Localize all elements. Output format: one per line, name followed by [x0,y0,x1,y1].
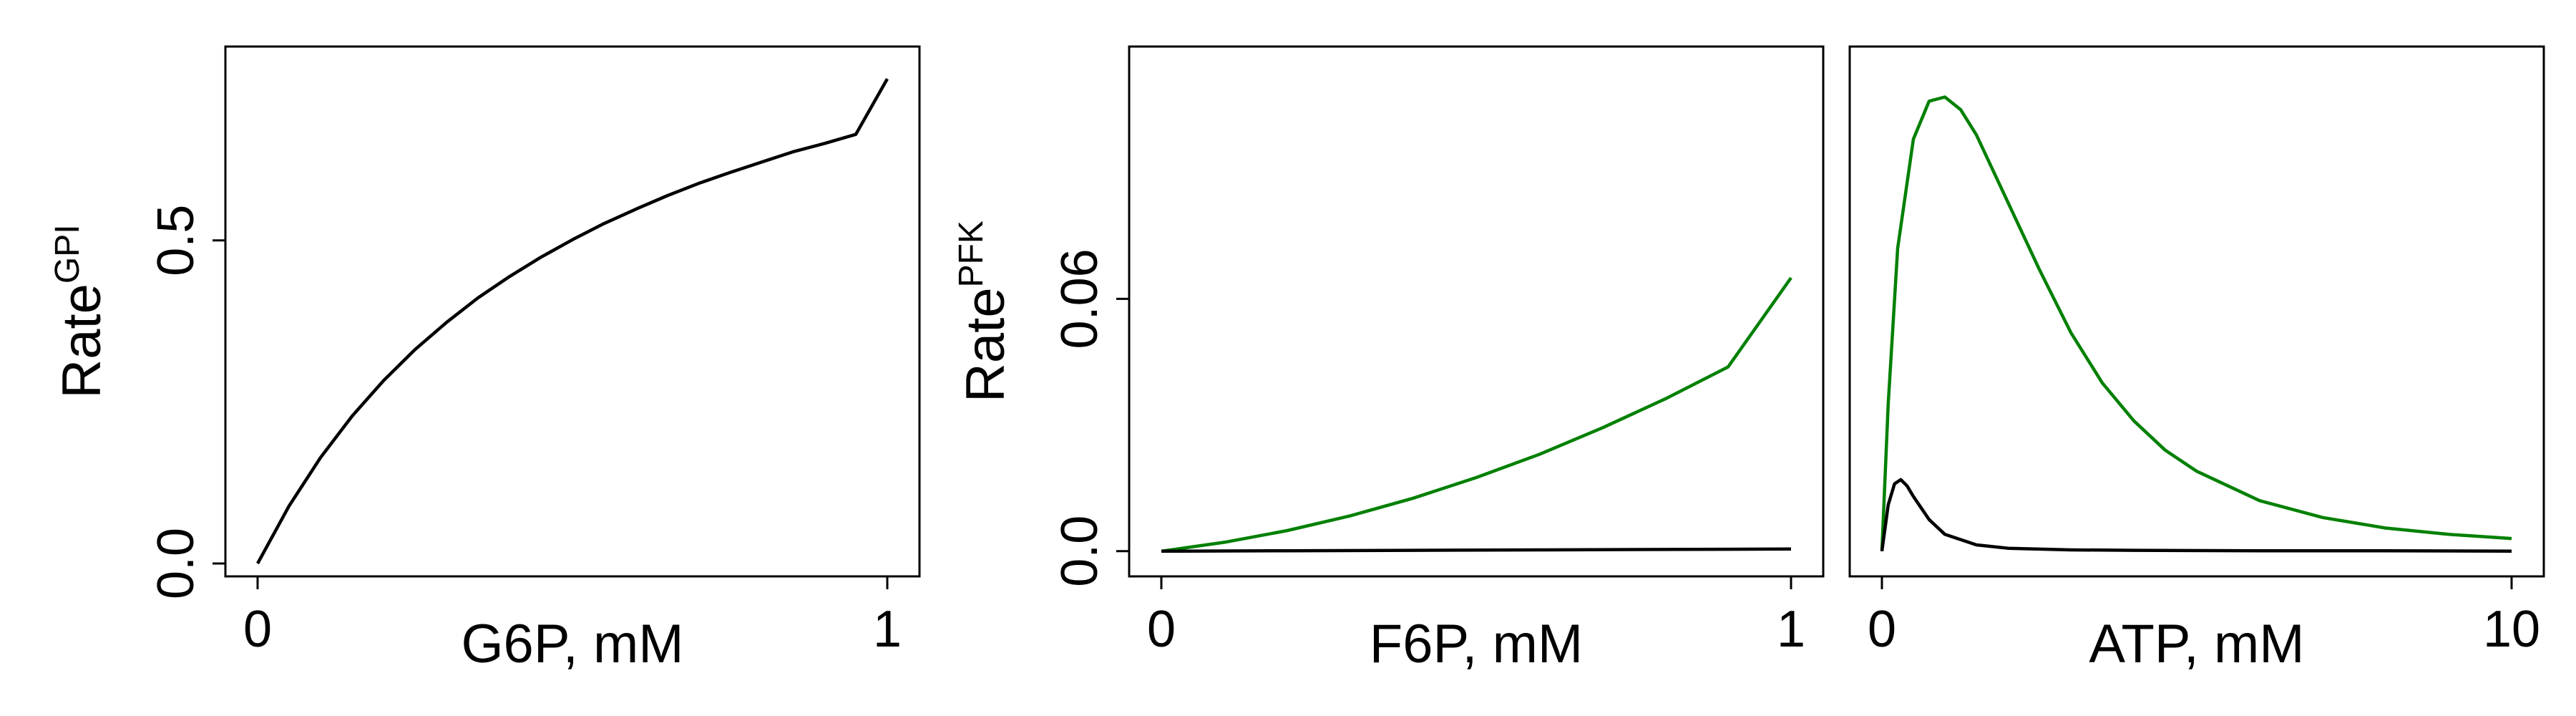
x-tick-label: 0 [1868,601,1896,658]
series-layer [1880,95,2512,553]
series-line-0 [256,77,889,565]
x-tick-label: 0 [1147,601,1176,658]
y-axis-label-superscript: GPI [49,224,87,284]
y-ticks: 0.0 0.5 [147,205,225,599]
y-tick-label: 0.06 [1051,248,1108,349]
series-line-0 [1161,276,1792,553]
series-line-1 [1161,547,1792,553]
plot-frame [1848,45,2545,578]
series-layer [256,77,889,565]
y-axis-label: RatePFK [952,221,1016,402]
panel-pfk-atp: 0 10 ATP, mM [1848,45,2545,674]
plot-frame [224,45,921,578]
series-line-1 [1880,478,2512,553]
x-tick-label: 0 [243,601,272,658]
x-axis-label: F6P, mM [1370,614,1583,674]
plot-frame [1128,45,1825,578]
y-axis-label-main: Rate [52,284,112,399]
y-axis-label-superscript: PFK [952,221,990,287]
y-axis-label-main: Rate [955,287,1016,402]
x-ticks: 0 10 [1868,576,2540,658]
x-axis-label: G6P, mM [461,614,683,674]
series-line-0 [1880,95,2512,551]
x-axis-label: ATP, mM [2089,614,2304,674]
y-tick-label: 0.5 [147,205,205,276]
x-tick-label: 1 [1777,601,1805,658]
x-tick-label: 10 [2483,601,2540,658]
y-ticks: 0.0 0.06 [1051,248,1129,587]
x-tick-label: 1 [873,601,902,658]
y-axis-label: RateGPI [49,224,112,398]
y-tick-label: 0.0 [147,528,205,599]
series-layer [1161,276,1792,553]
y-tick-label: 0.0 [1051,516,1108,587]
